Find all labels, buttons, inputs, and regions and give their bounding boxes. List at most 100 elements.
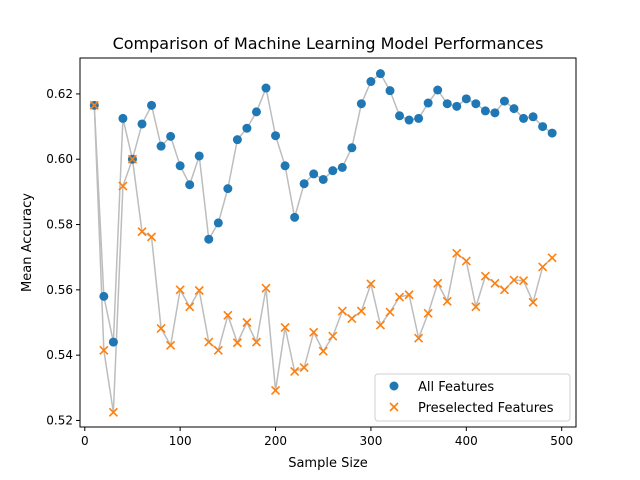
data-point-series-0-6 [147, 100, 157, 110]
data-point-series-1-6 [146, 232, 157, 242]
x-marker-stroke [394, 292, 405, 302]
data-point-series-1-8 [166, 340, 176, 350]
data-point-series-0-31 [385, 86, 395, 96]
data-point-series-1-38 [452, 248, 462, 258]
x-marker-stroke [223, 310, 233, 320]
data-point-series-1-39 [461, 256, 471, 266]
data-point-series-1-5 [137, 227, 147, 237]
data-point-series-0-12 [204, 234, 214, 244]
data-point-series-1-16 [242, 317, 252, 328]
data-point-series-1-46 [528, 297, 538, 307]
data-point-series-0-28 [356, 99, 366, 109]
x-marker-stroke [414, 333, 424, 343]
data-point-series-1-40 [471, 302, 481, 312]
x-marker-stroke [442, 296, 452, 306]
x-marker-stroke [547, 253, 557, 263]
data-point-series-1-41 [480, 271, 490, 281]
x-marker-stroke [423, 308, 433, 318]
x-marker-stroke [328, 331, 338, 341]
data-point-series-0-40 [471, 99, 481, 109]
data-point-series-0-42 [490, 108, 500, 118]
data-point-series-1-20 [280, 322, 290, 332]
x-marker-stroke [528, 297, 538, 307]
x-marker-stroke [356, 306, 366, 316]
data-point-series-1-25 [328, 331, 338, 341]
x-marker-stroke [471, 302, 481, 312]
data-point-series-1-2 [108, 407, 118, 417]
x-marker-stroke [337, 306, 347, 316]
data-point-series-0-17 [251, 107, 261, 117]
x-tick-label: 0 [81, 434, 89, 448]
data-point-series-1-44 [509, 275, 519, 285]
data-point-series-0-7 [156, 141, 166, 151]
data-point-series-1-24 [318, 346, 328, 356]
chart-title: Comparison of Machine Learning Model Per… [113, 34, 544, 53]
data-point-series-1-9 [175, 285, 185, 295]
x-marker-stroke [280, 322, 290, 332]
data-point-series-0-11 [194, 151, 204, 161]
data-point-series-0-41 [480, 106, 490, 116]
x-marker-stroke [518, 276, 529, 286]
data-point-series-0-10 [185, 180, 195, 190]
data-point-series-1-3 [118, 181, 128, 191]
data-point-series-0-5 [137, 119, 147, 129]
data-point-series-1-7 [156, 323, 166, 333]
data-point-series-1-17 [251, 337, 262, 347]
data-point-series-0-3 [118, 113, 128, 123]
data-point-series-1-1 [99, 345, 109, 355]
data-point-series-1-35 [423, 308, 433, 318]
x-marker-stroke [146, 232, 157, 242]
x-marker-stroke [299, 363, 309, 373]
data-point-series-1-36 [433, 278, 443, 288]
x-marker-stroke [433, 278, 443, 288]
data-point-series-1-10 [185, 302, 195, 312]
x-marker-stroke [404, 290, 414, 300]
y-tick-label: 0.60 [46, 152, 73, 166]
data-point-series-1-0 [89, 100, 99, 110]
x-marker-stroke [251, 337, 262, 347]
data-point-series-1-19 [270, 385, 281, 395]
x-marker-stroke [127, 154, 138, 164]
x-marker-stroke [509, 275, 519, 285]
data-point-series-1-4 [127, 154, 138, 164]
x-marker-stroke [89, 100, 99, 110]
data-point-series-0-8 [166, 131, 176, 141]
data-point-series-0-29 [366, 77, 376, 87]
data-point-series-1-48 [547, 253, 557, 263]
x-marker-stroke [499, 285, 510, 295]
data-point-series-1-27 [347, 314, 357, 324]
data-point-series-0-33 [404, 115, 414, 125]
data-point-series-0-44 [509, 104, 519, 114]
x-marker-stroke [118, 181, 128, 191]
data-point-series-0-43 [499, 96, 509, 106]
x-marker-stroke [375, 320, 386, 330]
x-marker-stroke [242, 317, 252, 328]
x-marker-stroke [490, 278, 500, 288]
data-point-series-1-11 [194, 285, 204, 296]
plot-area [80, 58, 576, 427]
x-tick-label: 500 [550, 434, 573, 448]
x-marker-stroke [194, 285, 204, 296]
data-point-series-0-46 [528, 112, 538, 122]
x-tick-label: 200 [264, 434, 287, 448]
data-point-series-1-23 [309, 327, 319, 337]
y-tick-label: 0.58 [46, 218, 73, 232]
legend: All Features Preselected Features [374, 373, 571, 422]
data-point-series-1-14 [223, 310, 233, 320]
data-point-series-1-31 [385, 307, 395, 317]
data-point-series-1-29 [366, 279, 376, 289]
data-point-series-0-36 [433, 85, 443, 95]
data-point-series-0-34 [414, 113, 424, 123]
data-point-series-0-30 [375, 69, 385, 79]
data-point-series-1-33 [404, 290, 414, 300]
x-tick-label: 300 [359, 434, 382, 448]
data-point-series-0-25 [328, 166, 338, 176]
data-point-series-0-45 [519, 113, 529, 123]
x-marker-stroke [318, 346, 328, 356]
x-marker-stroke [261, 283, 271, 293]
data-point-series-1-42 [490, 278, 500, 288]
data-point-series-0-24 [318, 174, 328, 184]
data-point-series-0-13 [213, 218, 223, 228]
y-axis-ticks: 0.52 0.54 0.56 0.58 0.60 0.62 [46, 87, 80, 427]
